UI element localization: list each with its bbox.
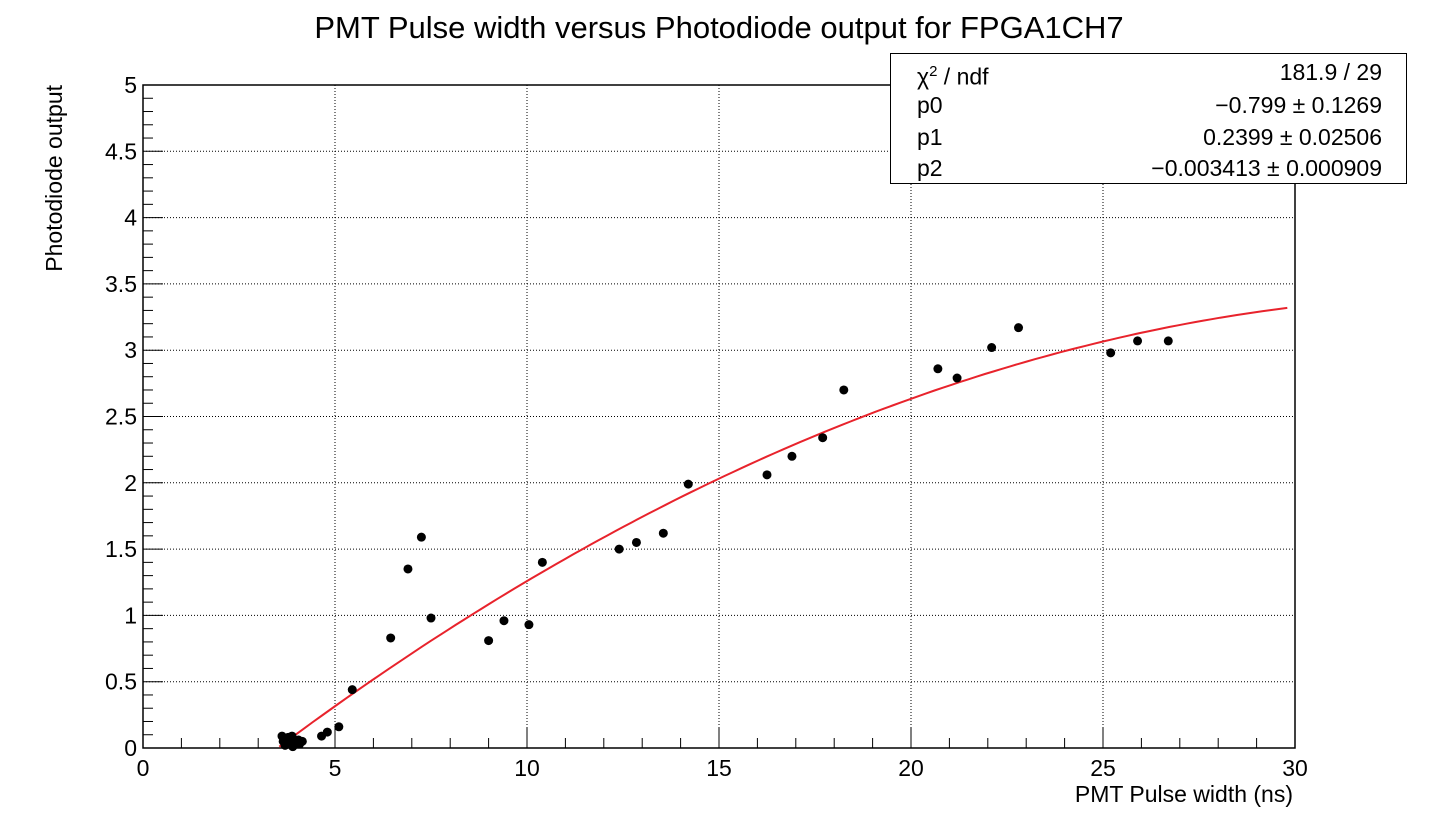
stats-row-p2: p2 −0.003413 ± 0.000909: [891, 152, 1406, 184]
x-axis-label: PMT Pulse width (ns): [1075, 781, 1293, 807]
data-point: [1133, 336, 1143, 346]
param-label: p0: [917, 92, 943, 118]
param-label: p1: [917, 124, 943, 150]
y-tick-label: 0.5: [105, 669, 137, 695]
data-point: [386, 633, 396, 643]
data-point: [839, 385, 849, 395]
data-point: [787, 451, 797, 461]
data-point: [933, 364, 943, 374]
y-tick-label: 1: [124, 602, 137, 628]
data-point: [1106, 348, 1116, 358]
x-tick-label: 15: [706, 755, 732, 781]
data-point: [524, 620, 534, 630]
chi2-superscript: 2: [929, 63, 938, 80]
x-tick-label: 20: [898, 755, 924, 781]
data-point: [631, 537, 641, 547]
data-point: [952, 373, 962, 383]
data-point: [683, 479, 693, 489]
x-tick-label: 0: [137, 755, 150, 781]
y-axis-label: Photodiode output: [41, 84, 67, 271]
param-value: 0.2399 ± 0.02506: [1203, 124, 1382, 150]
y-tick-label: 3.5: [105, 271, 137, 297]
stats-row-p1: p1 0.2399 ± 0.02506: [891, 121, 1406, 153]
data-point: [614, 544, 624, 554]
data-point: [416, 532, 426, 542]
data-point: [297, 736, 307, 746]
chi2-label: χ2 / ndf: [917, 56, 989, 93]
x-tick-label: 5: [329, 755, 342, 781]
y-tick-label: 2.5: [105, 404, 137, 430]
fit-stats-box: χ2 / ndf 181.9 / 29 p0 −0.799 ± 0.1269 p…: [890, 53, 1407, 184]
data-point: [762, 470, 772, 480]
param-value: −0.799 ± 0.1269: [1215, 92, 1382, 118]
data-point: [987, 343, 997, 353]
chi2-symbol: χ: [917, 63, 930, 90]
y-tick-label: 5: [124, 72, 137, 98]
x-tick-labels: 0 5 10 15 20 25 30: [137, 755, 1308, 781]
data-point: [537, 557, 547, 567]
data-point: [322, 727, 332, 737]
y-tick-label: 1.5: [105, 536, 137, 562]
x-tick-label: 25: [1090, 755, 1116, 781]
y-tick-label: 2: [124, 470, 137, 496]
data-point: [403, 564, 413, 574]
data-point: [1163, 336, 1173, 346]
chart-title: PMT Pulse width versus Photodiode output…: [314, 10, 1123, 45]
grid-lines: [143, 85, 1295, 748]
stats-row-p0: p0 −0.799 ± 0.1269: [891, 89, 1406, 121]
y-tick-label: 4: [124, 205, 137, 231]
y-tick-label: 4.5: [105, 138, 137, 164]
data-point: [499, 616, 509, 626]
fit-curve: [278, 306, 1288, 748]
data-point: [334, 722, 344, 732]
y-tick-label: 0: [124, 735, 137, 761]
x-tick-label: 10: [514, 755, 540, 781]
stats-row-chi2: χ2 / ndf 181.9 / 29: [891, 56, 1406, 90]
chi2-ndf-text: / ndf: [937, 63, 989, 90]
data-point: [484, 636, 494, 646]
chi2-value: 181.9 / 29: [1279, 59, 1382, 85]
y-tick-labels: 0 0.5 1 1.5 2 2.5 3 3.5 4 4.5 5: [105, 72, 137, 761]
data-point: [818, 433, 828, 443]
x-tick-label: 30: [1282, 755, 1308, 781]
y-tick-label: 3: [124, 337, 137, 363]
data-points: [277, 323, 1173, 752]
data-point: [347, 685, 357, 695]
axis-ticks: [142, 84, 1296, 749]
param-value: −0.003413 ± 0.000909: [1151, 155, 1382, 181]
data-point: [1014, 323, 1024, 333]
param-label: p2: [917, 155, 943, 181]
data-point: [426, 613, 436, 623]
data-point: [658, 528, 668, 538]
